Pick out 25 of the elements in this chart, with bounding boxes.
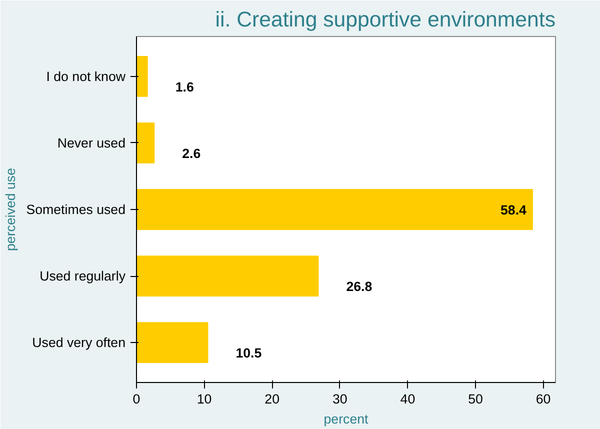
y-tick-label: Never used bbox=[57, 135, 126, 150]
y-tick-label: Used very often bbox=[32, 335, 126, 350]
x-tick-label: 20 bbox=[264, 392, 280, 406]
y-tick-label: Sometimes used bbox=[26, 202, 126, 217]
x-tick-label: 30 bbox=[332, 392, 348, 406]
chart-title: ii. Creating supportive environments bbox=[215, 8, 556, 32]
x-tick-label: 40 bbox=[400, 392, 416, 406]
bar bbox=[136, 122, 155, 164]
bar bbox=[136, 189, 533, 230]
y-tick-label: I do not know bbox=[46, 68, 126, 84]
x-axis-title: percent bbox=[324, 412, 369, 426]
x-tick-label: 0 bbox=[132, 392, 140, 406]
y-tick-label: Used regularly bbox=[40, 268, 126, 284]
data-label: 26.8 bbox=[346, 279, 372, 294]
data-label: 2.6 bbox=[182, 146, 201, 161]
x-tick-label: 60 bbox=[536, 392, 551, 406]
data-label: 58.4 bbox=[500, 202, 528, 218]
data-label: 10.5 bbox=[236, 346, 262, 361]
bar bbox=[136, 56, 148, 97]
bar bbox=[136, 322, 208, 364]
y-axis-title: perceived use bbox=[3, 168, 18, 251]
x-tick-label: 50 bbox=[468, 392, 483, 406]
data-label: 1.6 bbox=[175, 79, 194, 94]
x-tick-label: 10 bbox=[196, 392, 212, 406]
bar bbox=[136, 256, 319, 296]
